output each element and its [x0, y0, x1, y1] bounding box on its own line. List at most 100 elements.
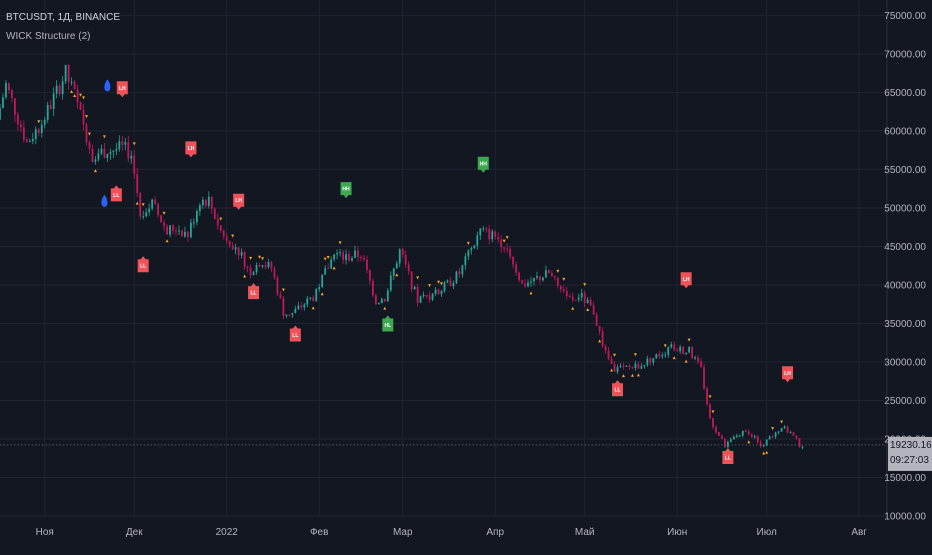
candle-body [246, 266, 249, 268]
candle-body [449, 280, 452, 287]
swing-high-arrow [261, 257, 265, 261]
candle-body [318, 287, 321, 290]
y-tick-label: 75000.00 [884, 11, 926, 22]
candle-body [786, 426, 789, 433]
candle-body [43, 119, 46, 125]
swing-high-arrow [428, 284, 432, 288]
candle-body [586, 299, 589, 304]
candle-body [249, 267, 252, 276]
candle-body [712, 417, 714, 428]
candle-body [285, 314, 288, 316]
y-tick-label: 50000.00 [884, 203, 926, 214]
candle-body [31, 138, 34, 141]
candle-body [58, 85, 61, 95]
candle-body [354, 250, 356, 258]
label-shape [382, 315, 394, 332]
swing-high-arrow [85, 115, 89, 119]
candle-body [649, 358, 652, 363]
candle-body [267, 261, 270, 268]
candle-body [210, 196, 213, 209]
candle-body [682, 346, 685, 354]
time-axis[interactable]: Ноя Дек 2022 Фев Мар Апр Май Июн Июл Авг [36, 527, 868, 538]
swing-high-arrow [583, 283, 587, 287]
label-text: LH [119, 86, 126, 92]
candle-body [133, 155, 136, 175]
candle-body [157, 204, 160, 216]
bar-countdown-label: 09:27:03 [890, 455, 929, 466]
candle-body [515, 264, 517, 273]
y-tick-label: 15000.00 [884, 473, 926, 484]
label-shape [782, 366, 794, 383]
candle-body [422, 294, 425, 297]
candle-body [762, 445, 765, 447]
candle-body [303, 304, 306, 308]
candle-body [518, 272, 520, 281]
candle-body [610, 358, 613, 364]
candle-body [219, 225, 222, 231]
label-text: LL [113, 193, 119, 199]
candle-body [700, 361, 702, 368]
candle-body [601, 331, 604, 347]
candle-body [548, 270, 550, 273]
label-text: LL [292, 333, 298, 339]
candle-body [374, 295, 377, 305]
candle-body [330, 259, 333, 269]
structure-label-ll: LL [137, 256, 149, 273]
candle-body [282, 297, 285, 316]
swing-low-arrow [598, 339, 602, 343]
candle-body [357, 250, 359, 257]
candles [0, 64, 804, 450]
candle-body [750, 434, 753, 438]
label-text: LH [188, 146, 195, 152]
x-tick-label: Июн [667, 527, 687, 538]
indicator-title[interactable]: WICK Structure (2) [6, 31, 91, 42]
swing-high-arrow [440, 282, 444, 286]
candle-body [243, 252, 246, 267]
candle-body [67, 64, 70, 82]
candle-body [667, 347, 670, 355]
candle-body [237, 247, 240, 256]
candle-body [509, 248, 512, 257]
candle-body [461, 265, 464, 275]
label-shape [340, 182, 352, 199]
label-text: HL [384, 323, 391, 329]
swing-low-arrow [383, 306, 387, 310]
candle-body [416, 286, 419, 303]
blue-marker [101, 194, 108, 207]
candle-body [195, 211, 198, 223]
structure-label-ll: LL [612, 380, 624, 397]
candle-body [410, 271, 413, 290]
structure-label-ll: LL [722, 447, 734, 464]
candle-body [187, 231, 189, 238]
candle-body [184, 231, 186, 237]
label-text: LH [235, 198, 242, 204]
x-tick-label: Апр [486, 527, 504, 538]
candle-body [258, 264, 261, 267]
candle-body [145, 212, 148, 217]
swing-high-arrow [326, 255, 330, 259]
swing-high-arrow [141, 203, 145, 207]
label-text: HH [480, 161, 488, 167]
structure-label-lh: LH [233, 193, 245, 210]
candle-body [85, 124, 88, 143]
candle-body [652, 358, 655, 363]
candle-body [52, 93, 55, 109]
structure-label-hh: HH [477, 156, 489, 173]
candle-body [369, 269, 371, 281]
candle-body [315, 289, 318, 301]
y-tick-label: 70000.00 [884, 49, 926, 60]
structure-label-lh: LH [782, 366, 794, 383]
candle-body [592, 305, 595, 315]
candle-body [685, 352, 688, 354]
candle-body [97, 153, 100, 160]
x-tick-label: Фев [310, 527, 328, 538]
candle-body [345, 254, 347, 261]
swing-low-arrow [165, 239, 169, 243]
candle-body [744, 430, 747, 432]
candle-body [661, 355, 664, 357]
candle-body [73, 81, 76, 90]
candle-body [163, 222, 165, 227]
candle-body [64, 64, 67, 82]
